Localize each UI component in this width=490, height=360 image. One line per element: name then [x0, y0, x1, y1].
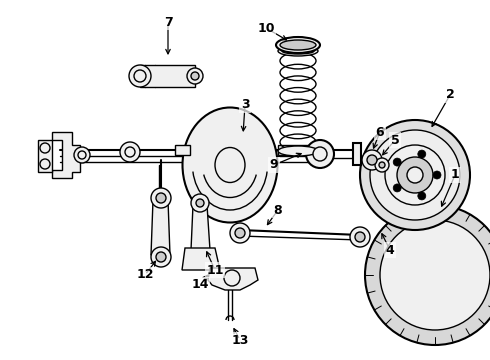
- Circle shape: [230, 223, 250, 243]
- Circle shape: [375, 158, 389, 172]
- Circle shape: [379, 162, 385, 168]
- Bar: [140, 65, 195, 87]
- Circle shape: [224, 270, 240, 286]
- Text: 9: 9: [270, 158, 278, 171]
- Circle shape: [350, 227, 370, 247]
- Circle shape: [360, 120, 470, 230]
- Circle shape: [151, 188, 171, 208]
- Circle shape: [418, 192, 426, 200]
- Circle shape: [418, 150, 426, 158]
- Text: 13: 13: [231, 333, 249, 346]
- Circle shape: [129, 65, 151, 87]
- Circle shape: [151, 247, 171, 267]
- Polygon shape: [151, 200, 170, 255]
- Bar: [278, 145, 318, 155]
- Ellipse shape: [282, 48, 314, 54]
- Circle shape: [74, 147, 90, 163]
- Polygon shape: [38, 140, 52, 172]
- Text: 10: 10: [257, 22, 275, 35]
- Text: 3: 3: [241, 99, 249, 112]
- Circle shape: [370, 130, 460, 220]
- Text: 1: 1: [451, 168, 460, 181]
- Polygon shape: [182, 248, 220, 270]
- Ellipse shape: [278, 146, 318, 156]
- Polygon shape: [208, 268, 258, 290]
- Circle shape: [306, 140, 334, 168]
- Circle shape: [397, 157, 433, 193]
- Circle shape: [191, 194, 209, 212]
- Circle shape: [134, 70, 146, 82]
- Circle shape: [156, 193, 166, 203]
- Polygon shape: [191, 205, 210, 250]
- Text: 5: 5: [391, 134, 399, 147]
- Text: 2: 2: [445, 89, 454, 102]
- Circle shape: [235, 228, 245, 238]
- Circle shape: [156, 252, 166, 262]
- Circle shape: [393, 158, 401, 166]
- Circle shape: [191, 72, 199, 80]
- Ellipse shape: [280, 40, 316, 50]
- Text: 14: 14: [191, 279, 209, 292]
- Circle shape: [78, 151, 86, 159]
- Text: 4: 4: [386, 243, 394, 256]
- Circle shape: [196, 199, 204, 207]
- Circle shape: [385, 145, 445, 205]
- Circle shape: [40, 143, 50, 153]
- Bar: [353, 143, 361, 165]
- Circle shape: [120, 142, 140, 162]
- Circle shape: [365, 205, 490, 345]
- Circle shape: [125, 147, 135, 157]
- Text: 8: 8: [274, 203, 282, 216]
- Bar: [175, 145, 190, 155]
- Circle shape: [187, 68, 203, 84]
- Circle shape: [380, 220, 490, 330]
- Text: 7: 7: [164, 15, 172, 28]
- Circle shape: [313, 147, 327, 161]
- Ellipse shape: [182, 108, 277, 222]
- Text: 11: 11: [206, 264, 224, 276]
- Ellipse shape: [276, 37, 320, 53]
- Circle shape: [355, 232, 365, 242]
- Circle shape: [367, 155, 377, 165]
- Text: 6: 6: [376, 126, 384, 139]
- Circle shape: [40, 159, 50, 169]
- Polygon shape: [52, 132, 80, 178]
- Circle shape: [407, 167, 423, 183]
- Text: 12: 12: [136, 269, 154, 282]
- Circle shape: [362, 150, 382, 170]
- Circle shape: [393, 184, 401, 192]
- Circle shape: [433, 171, 441, 179]
- Ellipse shape: [278, 46, 318, 56]
